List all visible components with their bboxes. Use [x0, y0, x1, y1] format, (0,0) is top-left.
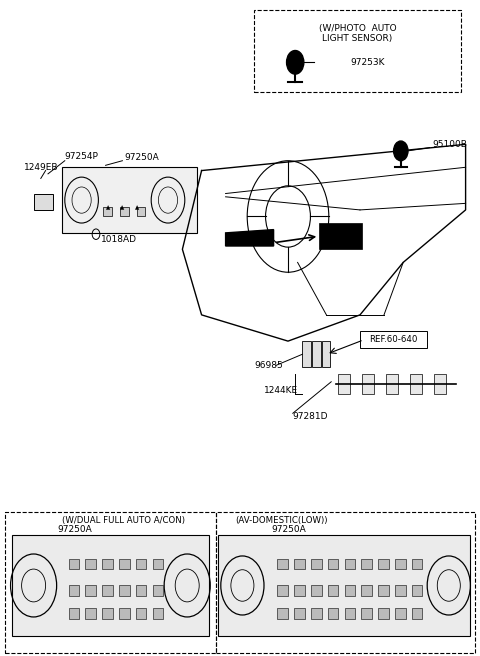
Text: 95100B: 95100B	[432, 140, 467, 149]
Bar	[136, 585, 146, 596]
Text: 97250A: 97250A	[271, 525, 306, 534]
Bar	[319, 223, 362, 249]
Bar	[434, 374, 446, 394]
Bar	[62, 167, 197, 233]
Bar	[294, 585, 305, 596]
Text: 97281D: 97281D	[293, 412, 328, 421]
Bar	[85, 585, 96, 596]
Circle shape	[287, 51, 304, 74]
Bar	[395, 585, 406, 596]
Text: LIGHT SENSOR): LIGHT SENSOR)	[323, 33, 393, 43]
Bar	[345, 608, 355, 619]
Bar	[153, 559, 163, 569]
Bar	[12, 535, 209, 636]
Bar	[85, 608, 96, 619]
Text: 97250A: 97250A	[58, 525, 92, 534]
Bar	[216, 512, 475, 653]
Text: ▲: ▲	[120, 205, 124, 211]
Bar	[338, 374, 350, 394]
Bar	[361, 585, 372, 596]
Bar	[137, 207, 145, 216]
Bar	[395, 559, 406, 569]
Polygon shape	[226, 230, 274, 246]
Bar	[361, 559, 372, 569]
Text: (AV-DOMESTIC(LOW)): (AV-DOMESTIC(LOW))	[235, 516, 328, 525]
Bar	[294, 608, 305, 619]
Bar	[328, 608, 338, 619]
Bar	[302, 341, 311, 367]
Bar	[254, 10, 461, 92]
Bar	[412, 608, 422, 619]
Bar	[277, 608, 288, 619]
Bar	[218, 535, 470, 636]
Bar	[277, 559, 288, 569]
Bar	[328, 559, 338, 569]
Bar	[361, 608, 372, 619]
Bar	[119, 608, 130, 619]
Text: ▲: ▲	[106, 205, 110, 211]
Text: ▲: ▲	[135, 205, 139, 211]
Bar	[69, 585, 79, 596]
Circle shape	[394, 141, 408, 161]
Bar	[103, 207, 112, 216]
Text: (W/PHOTO  AUTO: (W/PHOTO AUTO	[319, 24, 396, 33]
Bar	[328, 585, 338, 596]
Bar	[386, 374, 398, 394]
Bar	[119, 559, 130, 569]
Bar	[322, 341, 330, 367]
Bar	[34, 194, 53, 210]
Bar	[395, 608, 406, 619]
Bar	[362, 374, 374, 394]
Text: REF.60-640: REF.60-640	[370, 335, 418, 344]
Bar	[102, 559, 113, 569]
Text: 1244KE: 1244KE	[264, 386, 298, 395]
Bar	[311, 559, 322, 569]
Text: 1018AD: 1018AD	[101, 235, 137, 244]
Text: (W/DUAL FULL AUTO A/CON): (W/DUAL FULL AUTO A/CON)	[62, 516, 185, 525]
Bar	[153, 585, 163, 596]
Bar	[360, 331, 427, 348]
Bar	[311, 608, 322, 619]
Bar	[378, 608, 389, 619]
Bar	[136, 559, 146, 569]
Bar	[119, 585, 130, 596]
Bar	[102, 585, 113, 596]
Bar	[311, 585, 322, 596]
Bar	[378, 585, 389, 596]
Text: 96985: 96985	[254, 361, 283, 370]
Bar	[85, 559, 96, 569]
Bar	[120, 207, 129, 216]
Bar	[5, 512, 216, 653]
Bar	[69, 608, 79, 619]
Text: 97250A: 97250A	[125, 153, 159, 162]
Bar	[345, 559, 355, 569]
Text: 97254P: 97254P	[65, 152, 99, 161]
Bar	[410, 374, 422, 394]
Bar	[294, 559, 305, 569]
Text: 97253K: 97253K	[350, 58, 385, 67]
Bar	[69, 559, 79, 569]
Bar	[312, 341, 321, 367]
Bar	[102, 608, 113, 619]
Text: 1249EB: 1249EB	[24, 163, 59, 172]
Bar	[277, 585, 288, 596]
Bar	[412, 559, 422, 569]
Bar	[412, 585, 422, 596]
Bar	[345, 585, 355, 596]
Bar	[136, 608, 146, 619]
Bar	[378, 559, 389, 569]
Bar	[153, 608, 163, 619]
